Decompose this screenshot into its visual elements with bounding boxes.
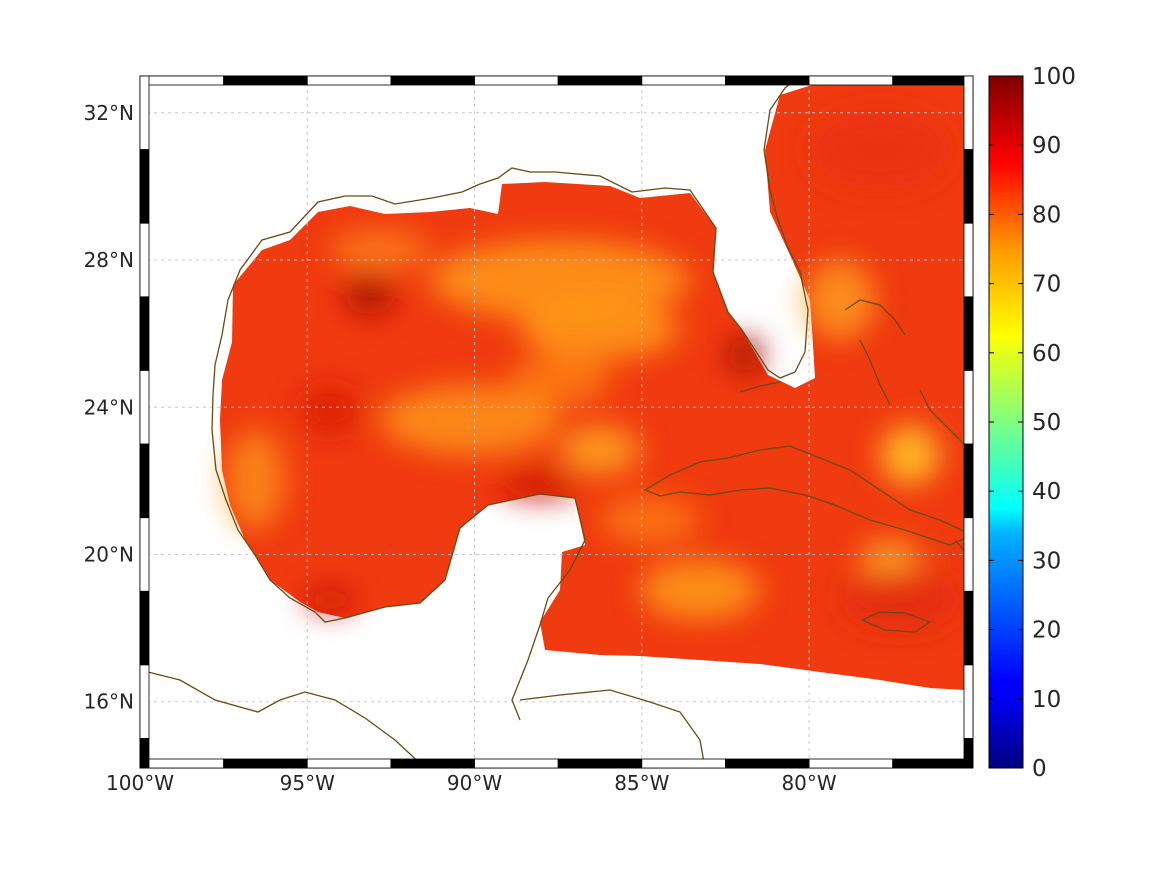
frame-segment-top [557,75,643,86]
colorbar-label-10: 100 [1032,64,1076,90]
florida-keys [739,381,781,393]
frame-segment-top [223,75,308,86]
colorbar-label-0: 0 [1032,756,1047,782]
colorbar-labels: 0 10 20 30 40 50 60 70 80 90 100 [989,64,1076,782]
jamaica-coastline [860,611,932,633]
frame-segment-left [139,738,150,769]
frame-segment-top [808,75,894,86]
lon-label-0: 100°W [106,771,174,795]
colorbar [988,75,1024,769]
frame-segment-top [641,75,726,86]
colorbar-label-1: 10 [1032,687,1061,713]
lat-label-1: 28°N [84,248,134,272]
colorbar-label-8: 80 [1032,202,1061,228]
frame-segment-bottom [808,758,894,769]
frame-segment-left [139,222,150,298]
colorbar-label-4: 40 [1032,479,1061,505]
frame-segment-bottom [223,758,308,769]
frame-segment-bottom [725,758,810,769]
frame-segment-top [390,75,475,86]
frame-segment-left [139,370,150,445]
coastlines [140,76,973,768]
latitude-labels: 32°N 28°N 24°N 20°N 16°N [84,101,134,714]
frame-segment-left [139,590,150,666]
frame-segment-right [963,443,974,519]
colorbar-label-2: 20 [1032,618,1061,644]
frame-segment-top [139,75,225,86]
frame-segment-right [963,370,974,445]
frame-segment-top [892,75,974,86]
frame-segment-right [963,296,974,371]
frame-segment-top [306,75,392,86]
frame-segment-bottom [139,758,225,769]
us-gulf-coastline [212,76,809,396]
honduras-coastline [519,689,706,768]
mexico-coastline [211,394,586,721]
frame-segment-right [963,590,974,666]
frame-segment-top [725,75,810,86]
lon-label-3: 85°W [614,771,669,795]
colorbar-label-7: 70 [1032,272,1061,298]
frame-segment-bottom [474,758,559,769]
frame-segment-left [139,664,150,739]
frame-segment-left [139,296,150,371]
frame-segment-right [963,222,974,298]
frame-segment-left [139,149,150,224]
frame-segment-bottom [892,758,974,769]
lat-label-3: 20°N [84,543,134,567]
frame-segment-left [139,443,150,519]
colorbar-label-5: 50 [1032,410,1061,436]
frame-segment-left [139,517,150,592]
colorbar-label-6: 60 [1032,341,1061,367]
lat-label-4: 16°N [84,690,134,714]
frame-segment-left [139,75,150,151]
frame-segment-right [963,517,974,592]
bahamas-coastline [844,299,966,446]
central-america-coastline [140,669,426,768]
frame-segment-right [963,149,974,224]
frame-segment-top [474,75,559,86]
frame-border [139,75,974,769]
frame-segment-right [963,75,974,151]
frame-segment-bottom [557,758,643,769]
frame-segment-bottom [306,758,392,769]
colorbar-label-9: 90 [1032,133,1061,159]
lon-label-4: 80°W [781,771,836,795]
frame-segment-bottom [641,758,726,769]
lat-label-2: 24°N [84,395,134,419]
frame-segment-bottom [390,758,475,769]
longitude-labels: 100°W 95°W 90°W 85°W 80°W [106,771,837,795]
lon-label-2: 90°W [447,771,502,795]
colorbar-label-3: 30 [1032,548,1061,574]
lon-label-1: 95°W [280,771,335,795]
lat-label-0: 32°N [84,101,134,125]
frame-segment-right [963,738,974,769]
frame-segment-right [963,664,974,739]
